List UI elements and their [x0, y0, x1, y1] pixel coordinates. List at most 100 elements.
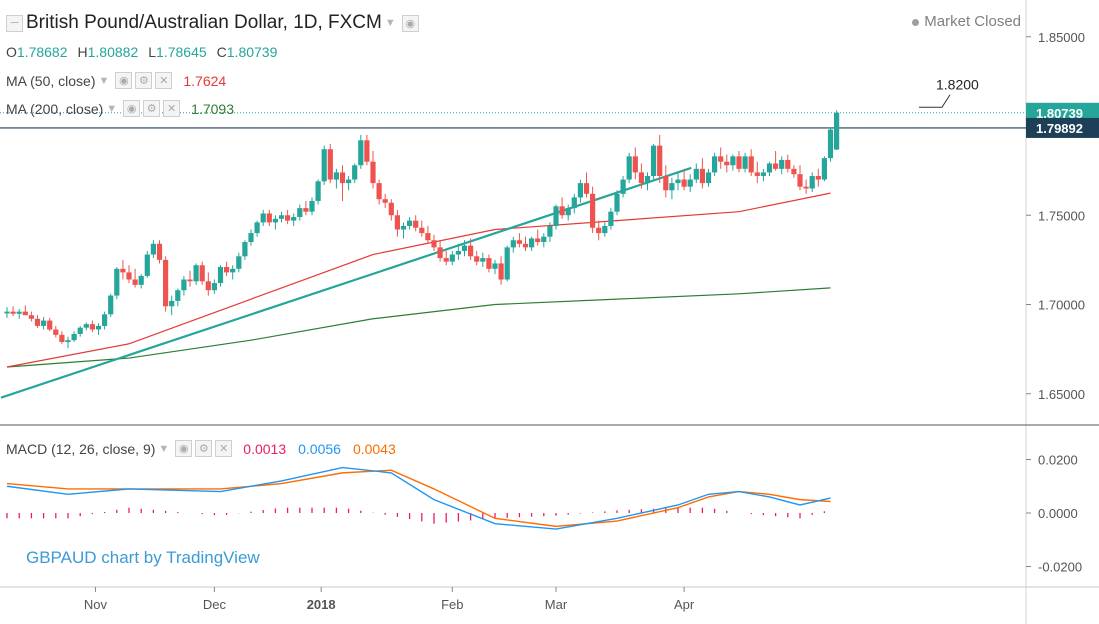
gear-icon[interactable]: ⚙: [135, 72, 153, 89]
candle-body: [181, 279, 187, 291]
price-tag-label: 1.79892: [1036, 121, 1083, 136]
ma50-line: [6, 192, 831, 368]
candle-body: [468, 245, 474, 257]
candle-body: [541, 236, 547, 243]
candle-body: [510, 240, 516, 248]
candle-body: [571, 197, 577, 209]
candle-body: [358, 140, 364, 166]
chevron-down-icon[interactable]: ▼: [106, 102, 118, 115]
chevron-down-icon[interactable]: ▼: [158, 442, 170, 455]
candle-body: [230, 268, 236, 273]
gear-icon[interactable]: ⚙: [195, 440, 213, 457]
candle-body: [199, 265, 205, 282]
candle-body: [815, 175, 821, 180]
candle-body: [699, 168, 705, 184]
candle-body: [608, 211, 614, 226]
symbol-header: ─ British Pound/Australian Dollar, 1D, F…: [6, 12, 422, 34]
symbol-title[interactable]: British Pound/Australian Dollar, 1D, FXC…: [26, 12, 382, 33]
chevron-down-icon[interactable]: ▼: [384, 17, 396, 29]
candle-body: [193, 265, 199, 282]
eye-icon[interactable]: ◉: [115, 72, 133, 89]
candle-body: [352, 165, 358, 180]
eye-icon[interactable]: ◉: [123, 100, 141, 117]
time-tick-label: Mar: [545, 597, 568, 612]
eye-icon[interactable]: ◉: [401, 14, 419, 32]
close-value: 1.80739: [226, 44, 278, 60]
candle-body: [577, 183, 583, 198]
candle-body: [687, 179, 693, 187]
ma50-label[interactable]: MA (50, close): [6, 72, 96, 89]
candle-body: [809, 175, 815, 189]
candle-body: [59, 334, 65, 342]
price-tag: [1026, 102, 1099, 123]
time-tick-label: Feb: [441, 597, 463, 612]
candle-body: [657, 145, 663, 176]
candle-body: [638, 172, 644, 184]
price-tag: [1026, 117, 1099, 138]
candle-body: [693, 168, 699, 180]
candle-body: [785, 159, 791, 169]
candle-body: [291, 217, 297, 221]
candle-body: [278, 215, 285, 219]
ma200-line: [6, 287, 831, 368]
close-icon[interactable]: ✕: [155, 72, 173, 89]
ma200-legend: MA (200, close) ▼ ◉ ⚙ ✕ 1.7093: [6, 100, 234, 117]
candle-body: [132, 279, 138, 285]
candle-body: [16, 311, 22, 314]
candle-body: [803, 186, 809, 189]
macd-tick-label: 0.0200: [1038, 453, 1078, 468]
candle-body: [516, 240, 522, 244]
candle-body: [22, 311, 28, 316]
candle-body: [791, 168, 797, 175]
candle-body: [242, 242, 248, 257]
candle-body: [95, 325, 102, 330]
candle-body: [583, 183, 590, 194]
candle-body: [529, 238, 535, 248]
candle-body: [724, 161, 730, 166]
close-icon[interactable]: ✕: [215, 440, 233, 457]
candle-body: [754, 172, 760, 176]
gear-icon[interactable]: ⚙: [143, 100, 161, 117]
candle-body: [272, 218, 278, 223]
candle-body: [333, 172, 339, 180]
candle-body: [437, 247, 443, 259]
candle-body: [315, 181, 321, 201]
ma200-label[interactable]: MA (200, close): [6, 100, 104, 117]
candle-body: [65, 340, 71, 342]
close-icon[interactable]: ✕: [163, 100, 181, 117]
candle-body: [248, 233, 254, 243]
candle-body: [217, 267, 224, 284]
macd-label[interactable]: MACD (12, 26, close, 9): [6, 440, 156, 457]
branding-text[interactable]: GBPAUD chart by TradingView: [26, 548, 260, 567]
time-tick-label: 2018: [307, 597, 336, 612]
candle-body: [632, 156, 638, 173]
chevron-down-icon[interactable]: ▼: [98, 74, 110, 87]
candle-body: [41, 320, 47, 326]
candle-body: [718, 156, 724, 162]
candle-body: [327, 149, 333, 180]
eye-icon[interactable]: ◉: [175, 440, 193, 457]
macd-legend: MACD (12, 26, close, 9) ▼ ◉ ⚙ ✕ 0.0013 0…: [6, 440, 396, 457]
time-tick-label: Dec: [203, 597, 227, 612]
candle-body: [498, 263, 504, 280]
market-status: Market Closed: [912, 13, 1021, 30]
candle-body: [77, 327, 83, 334]
ma50-value: 1.7624: [183, 72, 227, 89]
candle-body: [224, 267, 230, 273]
candle-body: [102, 314, 108, 326]
candle-body: [461, 245, 468, 251]
candle-body: [730, 156, 736, 166]
candle-body: [742, 156, 748, 169]
candle-body: [565, 208, 571, 216]
candle-body: [553, 206, 559, 226]
candle-body: [827, 129, 834, 159]
candle-body: [297, 208, 303, 218]
candle-body: [449, 254, 455, 262]
candle-body: [138, 275, 144, 285]
collapse-icon[interactable]: ─: [6, 14, 23, 32]
ohlc-readout: O 1.78682 H 1.80882 L 1.78645 C 1.80739: [6, 44, 278, 60]
candle-body: [431, 240, 437, 248]
candle-body: [547, 225, 553, 237]
macd-tick-label: -0.0200: [1038, 560, 1082, 575]
